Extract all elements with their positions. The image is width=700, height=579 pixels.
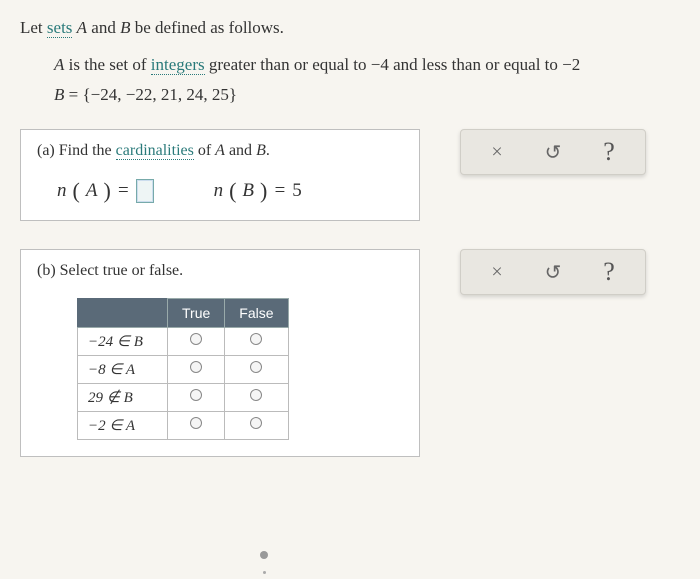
part-a-toolbar: × ↺ ? (460, 129, 646, 175)
table-row: −2 ∈ A (78, 412, 289, 440)
def-a: A is the set of integers greater than or… (54, 52, 680, 78)
help-button[interactable]: ? (581, 256, 637, 288)
col-false: False (225, 299, 288, 328)
clear-button[interactable]: × (469, 256, 525, 288)
row3-false-radio[interactable] (250, 417, 262, 429)
row2-false-radio[interactable] (250, 389, 262, 401)
row2-true-radio[interactable] (190, 389, 202, 401)
part-b-toolbar: × ↺ ? (460, 249, 646, 295)
col-true: True (168, 299, 225, 328)
decorative-dot (260, 551, 268, 559)
part-a-panel: (a) Find the cardinalities of A and B. n… (20, 129, 420, 221)
n-of-b: n(B) = 5 (214, 178, 302, 204)
help-button[interactable]: ? (581, 136, 637, 168)
def-b: B = {−24, −22, 21, 24, 25} (54, 82, 680, 108)
intro-text: Let sets A and B be defined as follows. (20, 18, 680, 38)
reset-button[interactable]: ↺ (525, 136, 581, 168)
reset-button[interactable]: ↺ (525, 256, 581, 288)
n-of-a: n(A) = (57, 178, 154, 204)
row0-true-radio[interactable] (190, 333, 202, 345)
decorative-dot (263, 571, 266, 574)
part-b-title: (b) Select true or false. (37, 262, 403, 280)
intro-prefix: Let (20, 18, 47, 37)
sets-link[interactable]: sets (47, 18, 73, 38)
row1-false-radio[interactable] (250, 361, 262, 373)
cardinalities-link[interactable]: cardinalities (116, 142, 194, 160)
n-a-input[interactable] (136, 179, 154, 203)
clear-button[interactable]: × (469, 136, 525, 168)
table-row: −24 ∈ B (78, 328, 289, 356)
part-a-title: (a) Find the cardinalities of A and B. (37, 142, 403, 160)
table-row: −8 ∈ A (78, 356, 289, 384)
row1-true-radio[interactable] (190, 361, 202, 373)
true-false-table: True False −24 ∈ B −8 ∈ A 29 ∉ B (77, 298, 289, 440)
set-a: A (77, 18, 87, 37)
integers-link[interactable]: integers (151, 55, 205, 75)
row3-true-radio[interactable] (190, 417, 202, 429)
part-b-panel: (b) Select true or false. True False −24… (20, 249, 420, 457)
row0-false-radio[interactable] (250, 333, 262, 345)
set-b: B (120, 18, 130, 37)
table-row: 29 ∉ B (78, 384, 289, 412)
